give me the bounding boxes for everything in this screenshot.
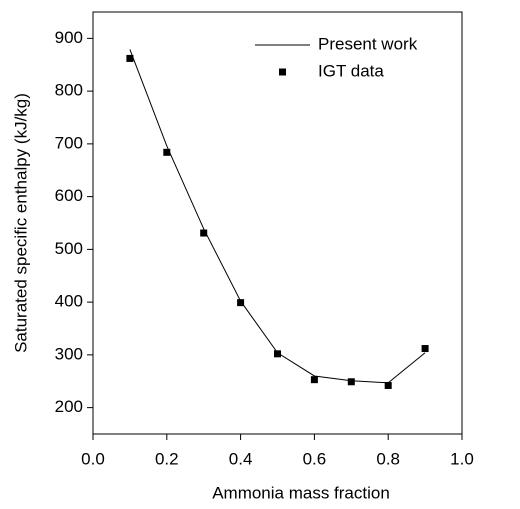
y-tick-label: 600	[55, 186, 83, 205]
y-tick-label: 400	[55, 292, 83, 311]
legend-label: IGT data	[318, 61, 384, 80]
y-axis-label: Saturated specific enthalpy (kJ/kg)	[11, 93, 30, 353]
y-tick-label: 900	[55, 28, 83, 47]
data-point	[126, 54, 134, 62]
y-tick-label: 300	[55, 344, 83, 363]
x-tick-label: 0.4	[229, 449, 253, 468]
data-point	[200, 229, 208, 237]
y-tick-label: 700	[55, 133, 83, 152]
data-point	[274, 350, 281, 358]
x-tick-label: 0.8	[376, 449, 400, 468]
x-axis-label: Ammonia mass fraction	[212, 483, 390, 502]
data-point	[421, 345, 429, 353]
data-point	[163, 148, 171, 156]
x-tick-label: 0.2	[155, 449, 179, 468]
y-tick-label: 800	[55, 81, 83, 100]
y-tick-label: 200	[55, 397, 83, 416]
x-tick-label: 0.0	[81, 449, 105, 468]
x-tick-label: 0.6	[303, 449, 327, 468]
y-tick-label: 500	[55, 239, 83, 258]
legend-label: Present work	[318, 34, 418, 53]
series-line	[129, 49, 426, 384]
legend-marker	[279, 68, 286, 76]
x-tick-label: 1.0	[450, 449, 474, 468]
data-point	[347, 378, 355, 386]
data-point	[384, 381, 392, 389]
data-point	[310, 376, 318, 384]
data-point	[237, 299, 245, 307]
plot-frame	[92, 11, 463, 435]
